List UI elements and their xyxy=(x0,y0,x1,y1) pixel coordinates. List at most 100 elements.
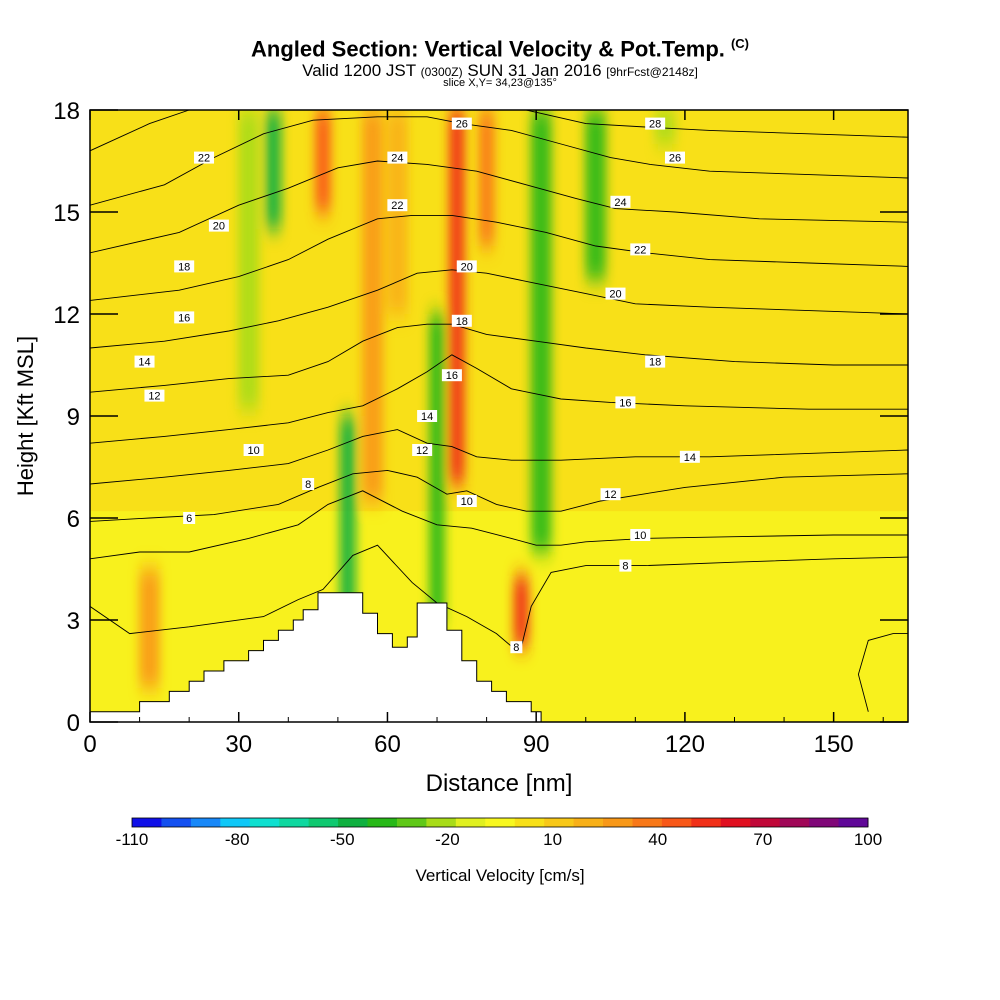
contour-label-box xyxy=(302,478,315,490)
contour-label: 16 xyxy=(619,397,631,409)
y-tick-label: 0 xyxy=(67,710,80,737)
theta-contour-line xyxy=(90,469,908,522)
colorbar-swatch xyxy=(396,818,427,827)
velocity-feature xyxy=(315,110,331,212)
colorbar-swatch xyxy=(603,818,633,827)
colorbar-tick-label: 40 xyxy=(648,830,667,849)
colorbar-swatch xyxy=(544,818,575,827)
contour-label-box xyxy=(510,641,523,654)
contour-labels: 6 8 10 12 14 16 18 20 22 22 24 26 20 18 16 14 12 10 8 28 26 2… xyxy=(134,117,700,654)
contour-label: 8 xyxy=(622,561,628,573)
contour-label-box xyxy=(630,529,651,541)
contour-label-box xyxy=(619,559,632,572)
contour-label-box xyxy=(441,369,462,382)
contour-label-box xyxy=(174,311,195,324)
colorbar-tick-label: -80 xyxy=(225,830,250,849)
contour-label-box xyxy=(615,396,636,409)
velocity-feature xyxy=(513,575,530,648)
contour-label: 6 xyxy=(186,513,192,525)
contour-label-box xyxy=(451,117,472,130)
velocity-feature xyxy=(478,110,495,246)
contour-label-box xyxy=(387,151,408,164)
colorbar-tick-label: 70 xyxy=(753,830,772,849)
y-tick-label: 6 xyxy=(67,506,80,533)
colorbar-swatch xyxy=(249,818,280,827)
velocity-feature xyxy=(265,110,282,229)
contour-label: 12 xyxy=(416,445,428,457)
utc-time: (0300Z) xyxy=(420,65,463,79)
y-tick-label: 12 xyxy=(53,302,80,329)
velocity-feature xyxy=(339,416,356,637)
contour-label-box xyxy=(645,355,666,368)
plot-area: 6 8 10 12 14 16 18 20 22 22 24 26 20 18 16 14 12 10 8 28 26 2… xyxy=(90,110,908,722)
contour-label: 24 xyxy=(614,197,626,209)
contour-label-box xyxy=(134,355,155,368)
theta-contour-line xyxy=(90,214,908,301)
theta-contour-line xyxy=(90,323,908,393)
colorbar-swatch xyxy=(809,818,840,827)
colorbar-swatch xyxy=(514,818,545,827)
axes: 0 30 60 90 120 150 0 3 6 9 12 15 18 Distance [nm] Heig… xyxy=(13,98,909,797)
y-tick-label: 18 xyxy=(53,98,80,125)
colorbar-swatch xyxy=(220,818,251,827)
contour-label: 14 xyxy=(684,452,696,464)
contour-label: 8 xyxy=(305,479,311,491)
colorbar-swatch xyxy=(779,818,810,827)
colorbar-swatch xyxy=(750,818,781,827)
contour-label-box xyxy=(664,151,685,164)
velocity-feature xyxy=(530,110,552,552)
theta-contour-line xyxy=(90,429,908,485)
colorbar-tick-label: -110 xyxy=(116,830,149,849)
contour-label-box xyxy=(174,260,195,273)
contour-label-box xyxy=(412,444,433,456)
y-tick-label: 3 xyxy=(67,608,80,635)
colorbar-label: Vertical Velocity [cm/s] xyxy=(415,866,584,885)
colorbar-swatch xyxy=(455,818,486,827)
contour-label: 28 xyxy=(649,119,661,131)
colorbar-tick-label: 100 xyxy=(854,830,882,849)
contour-label-box xyxy=(243,444,264,456)
contour-label-box xyxy=(208,219,229,232)
colorbar-swatch xyxy=(338,818,369,827)
colorbar-tick-label: -50 xyxy=(330,830,355,849)
colorbar-tick-label: -20 xyxy=(435,830,460,849)
contour-label-box xyxy=(610,195,631,208)
contour-label-box xyxy=(387,199,408,212)
chart-title: Angled Section: Vertical Velocity & Pot.… xyxy=(0,36,1000,62)
colorbar-swatch xyxy=(691,818,722,827)
colorbar-swatch xyxy=(720,818,751,827)
contour-label: 12 xyxy=(148,391,160,403)
contour-label-box xyxy=(456,495,477,507)
contour-label-box xyxy=(183,512,196,524)
theta-contour-line xyxy=(857,633,908,712)
velocity-feature xyxy=(429,314,445,627)
colorbar-swatch xyxy=(132,818,162,827)
x-axis-label: Distance [nm] xyxy=(426,770,573,797)
contour-label: 26 xyxy=(669,153,681,165)
velocity-feature xyxy=(585,110,607,280)
y-tick-label: 9 xyxy=(67,404,80,431)
colorbar-swatch xyxy=(308,818,339,827)
colorbar-swatch xyxy=(485,818,516,827)
valid-time: Valid 1200 JST xyxy=(302,61,416,80)
colorbar-frame xyxy=(131,817,869,828)
contour-label-box xyxy=(605,287,626,300)
contour-label: 20 xyxy=(609,289,621,301)
colorbar-swatch xyxy=(426,818,457,827)
y-tick-label: 15 xyxy=(53,200,80,227)
contour-label: 18 xyxy=(649,357,661,369)
x-tick-label: 150 xyxy=(814,731,854,758)
title-unit-tag: (C) xyxy=(730,36,749,51)
contour-label: 22 xyxy=(634,244,646,256)
terrain xyxy=(90,592,542,722)
contour-label: 16 xyxy=(178,312,190,324)
colorbar-swatch xyxy=(279,818,310,827)
x-tick-label: 120 xyxy=(665,731,705,758)
contour-label: 14 xyxy=(138,357,150,369)
x-tick-label: 0 xyxy=(83,731,96,758)
contour-label: 22 xyxy=(391,200,403,212)
contour-label: 24 xyxy=(391,153,403,165)
forecast-tag: [9hrFcst@2148z] xyxy=(606,65,698,79)
